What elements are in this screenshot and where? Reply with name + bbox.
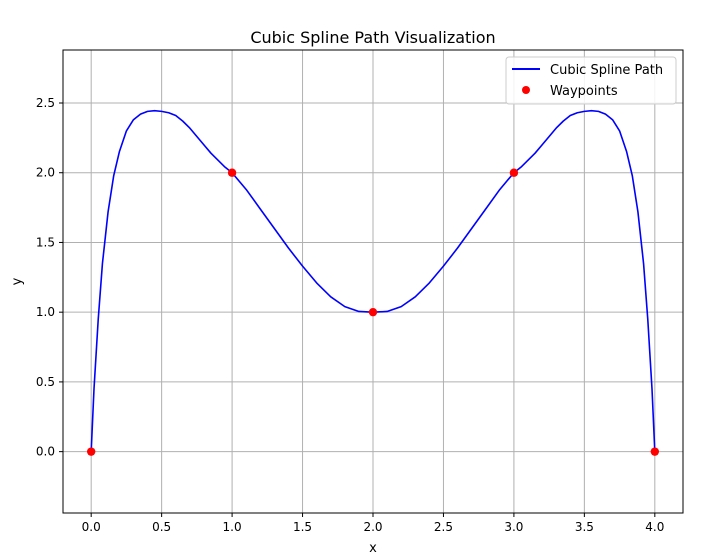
chart-title: Cubic Spline Path Visualization: [250, 28, 495, 47]
x-tick-label: 1.0: [223, 520, 242, 534]
legend-box: [505, 56, 677, 105]
legend-label-waypoints: Waypoints: [550, 84, 618, 99]
x-tick-label: 0.0: [82, 520, 101, 534]
x-tick-label: 2.0: [363, 520, 382, 534]
x-tick-label: 3.0: [504, 520, 523, 534]
x-tick-label: 3.5: [575, 520, 594, 534]
x-tick-label: 2.5: [434, 520, 453, 534]
x-axis-label: x: [369, 541, 377, 555]
y-axis: 0.0 0.5 1.0 1.5 2.0 2.5: [36, 96, 63, 459]
x-tick-label: 4.0: [645, 520, 664, 534]
y-tick-label: 2.0: [36, 166, 55, 180]
waypoint-marker: [509, 168, 519, 177]
y-axis-label: y: [10, 277, 25, 285]
grid: [63, 50, 683, 513]
waypoint-marker: [368, 307, 378, 317]
waypoint-marker: [227, 168, 237, 177]
x-tick-label: 1.5: [293, 520, 312, 534]
legend: Cubic Spline Path Waypoints: [505, 56, 677, 105]
waypoint-marker: [650, 447, 660, 456]
plot-area: [86, 109, 660, 456]
x-axis: 0.0 0.5 1.0 1.5 2.0 2.5 3.0 3.5 4.0: [82, 513, 664, 534]
waypoint-marker: [86, 447, 96, 456]
y-tick-label: 1.0: [36, 305, 55, 319]
y-tick-label: 2.5: [36, 96, 55, 110]
legend-label-spline: Cubic Spline Path: [550, 63, 663, 78]
y-tick-label: 1.5: [36, 235, 55, 249]
y-tick-label: 0.5: [36, 375, 55, 389]
legend-marker-swatch: [522, 86, 530, 94]
y-tick-label: 0.0: [36, 445, 55, 459]
x-tick-label: 0.5: [152, 520, 171, 534]
